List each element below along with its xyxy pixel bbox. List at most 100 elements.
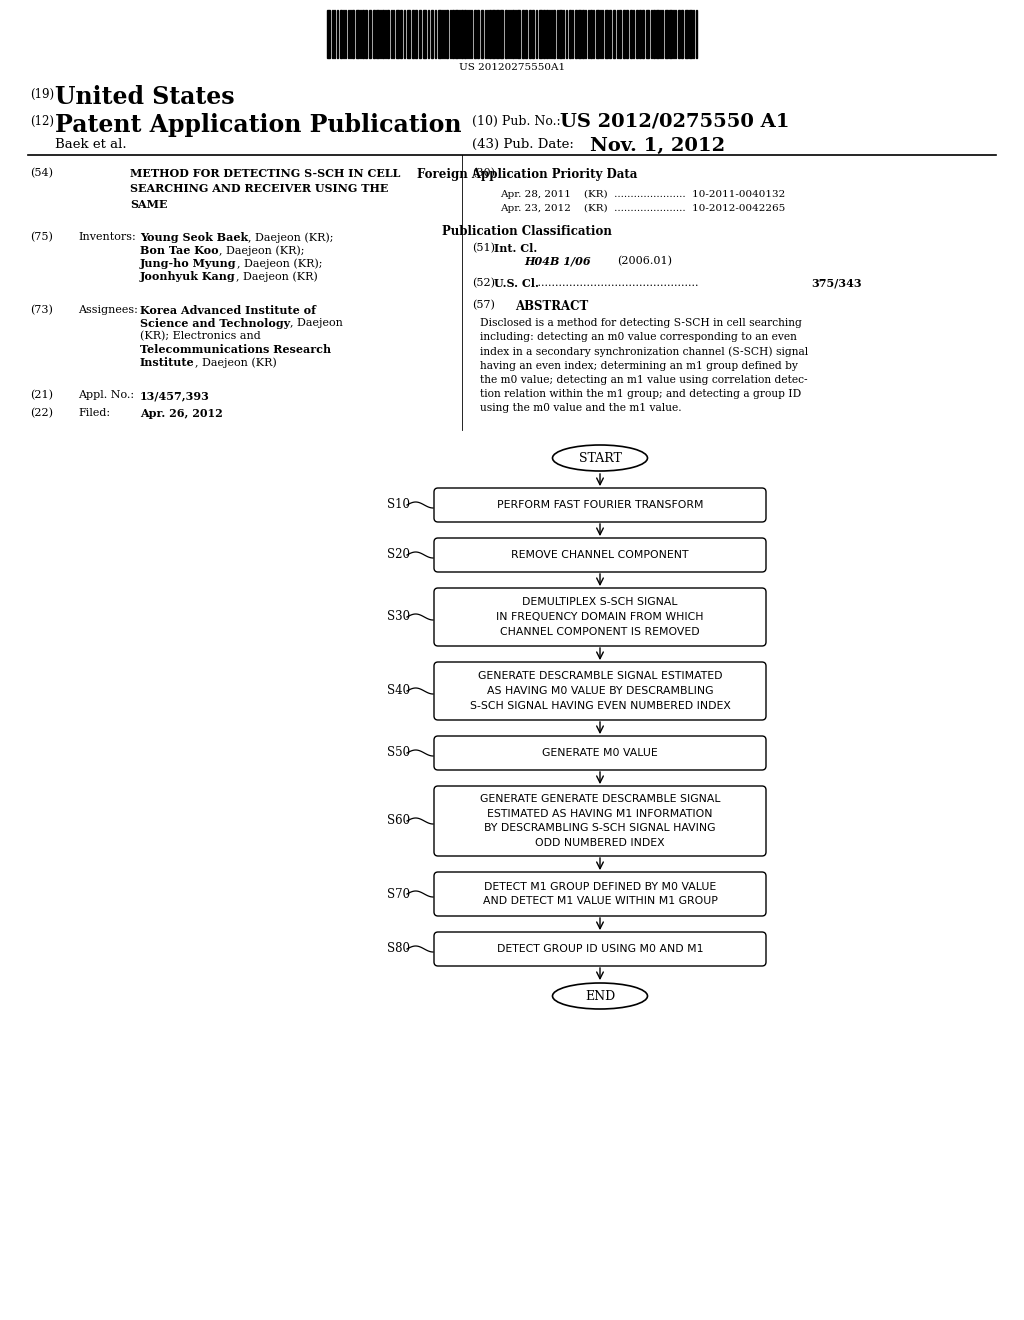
Text: (57): (57) [472,300,495,310]
FancyBboxPatch shape [434,587,766,645]
Text: DETECT GROUP ID USING M0 AND M1: DETECT GROUP ID USING M0 AND M1 [497,944,703,954]
Bar [387,11,389,58]
Bar [543,11,545,58]
Bar [452,11,454,58]
Bar [474,11,476,58]
Bar [609,11,611,58]
Text: Disclosed is a method for detecting S-SCH in cell searching
including: detecting: Disclosed is a method for detecting S-SC… [480,318,808,413]
Text: Telecommunications Research: Telecommunications Research [140,345,331,355]
FancyBboxPatch shape [434,539,766,572]
Text: Apr. 23, 2012    (KR)  ......................  10-2012-0042265: Apr. 23, 2012 (KR) .....................… [500,205,785,213]
Bar [492,11,495,58]
Bar [415,11,417,58]
Bar [532,11,534,58]
Text: (73): (73) [30,305,53,315]
Text: United States: United States [55,84,234,110]
Text: END: END [585,990,615,1002]
Bar [477,11,479,58]
Text: Assignees:: Assignees: [78,305,138,315]
Bar [419,11,421,58]
Text: (30): (30) [472,168,495,178]
Bar [605,11,608,58]
Bar [369,11,371,58]
Bar [669,11,672,58]
Bar [362,11,364,58]
Text: , Daejeon (KR);: , Daejeon (KR); [219,246,304,256]
Bar [653,11,655,58]
FancyBboxPatch shape [434,785,766,855]
Bar [623,11,625,58]
Bar [678,11,680,58]
Bar [352,11,354,58]
Text: (21): (21) [30,389,53,400]
Text: Inventors:: Inventors: [78,232,136,242]
Text: Foreign Application Priority Data: Foreign Application Priority Data [417,168,637,181]
Text: Patent Application Publication: Patent Application Publication [55,114,462,137]
Text: Science and Technology: Science and Technology [140,318,290,329]
Bar [681,11,683,58]
Bar [400,11,402,58]
Bar [575,11,577,58]
Text: 13/457,393: 13/457,393 [140,389,210,401]
Text: (KR); Electronics and: (KR); Electronics and [140,331,261,342]
Text: S10: S10 [387,499,410,511]
Bar [656,11,659,58]
Text: , Daejeon: , Daejeon [290,318,343,327]
Text: REMOVE CHANNEL COMPONENT: REMOVE CHANNEL COMPONENT [511,550,689,560]
Text: (2006.01): (2006.01) [617,256,672,267]
Text: METHOD FOR DETECTING S-SCH IN CELL
SEARCHING AND RECEIVER USING THE
SAME: METHOD FOR DETECTING S-SCH IN CELL SEARC… [130,168,400,210]
Bar [446,11,449,58]
Bar [500,11,503,58]
Bar [455,11,458,58]
Text: ABSTRACT: ABSTRACT [515,300,589,313]
FancyBboxPatch shape [434,488,766,521]
FancyBboxPatch shape [434,932,766,966]
Bar [356,11,359,58]
Bar [582,11,584,58]
Ellipse shape [553,983,647,1008]
Text: S30: S30 [387,610,411,623]
Bar [438,11,441,58]
Text: Institute: Institute [140,356,195,368]
FancyBboxPatch shape [434,663,766,719]
Bar [412,11,414,58]
Bar [636,11,638,58]
Bar [689,11,692,58]
Text: , Daejeon (KR): , Daejeon (KR) [195,356,276,367]
Text: DETECT M1 GROUP DEFINED BY M0 VALUE
AND DETECT M1 VALUE WITHIN M1 GROUP: DETECT M1 GROUP DEFINED BY M0 VALUE AND … [482,882,718,907]
Bar [590,11,592,58]
Bar [376,11,379,58]
Bar [489,11,490,58]
Text: Int. Cl.: Int. Cl. [494,243,538,253]
Bar [525,11,527,58]
Text: (12): (12) [30,115,54,128]
Bar [512,11,514,58]
Text: S20: S20 [387,549,410,561]
Text: ..............................................: ........................................… [534,279,698,288]
Bar [431,11,433,58]
Text: Jung-ho Myung: Jung-ho Myung [140,257,237,269]
Bar [461,11,463,58]
Text: S60: S60 [387,814,411,828]
Text: (10) Pub. No.:: (10) Pub. No.: [472,115,560,128]
Bar [365,11,367,58]
Text: (51): (51) [472,243,495,253]
FancyBboxPatch shape [434,737,766,770]
Text: GENERATE GENERATE DESCRAMBLE SIGNAL
ESTIMATED AS HAVING M1 INFORMATION
BY DESCRA: GENERATE GENERATE DESCRAMBLE SIGNAL ESTI… [480,793,720,849]
Bar [539,11,542,58]
Bar [685,11,688,58]
Bar [464,11,466,58]
Text: (52): (52) [472,279,495,288]
Bar [618,11,621,58]
Text: US 2012/0275550 A1: US 2012/0275550 A1 [560,114,790,131]
Bar [626,11,628,58]
Text: (22): (22) [30,408,53,418]
Bar [559,11,562,58]
Bar [496,11,499,58]
Text: GENERATE DESCRAMBLE SIGNAL ESTIMATED
AS HAVING M0 VALUE BY DESCRAMBLING
S-SCH SI: GENERATE DESCRAMBLE SIGNAL ESTIMATED AS … [470,671,730,710]
Bar [481,11,483,58]
Bar [517,11,520,58]
Bar [642,11,644,58]
Bar [522,11,524,58]
Bar [596,11,599,58]
